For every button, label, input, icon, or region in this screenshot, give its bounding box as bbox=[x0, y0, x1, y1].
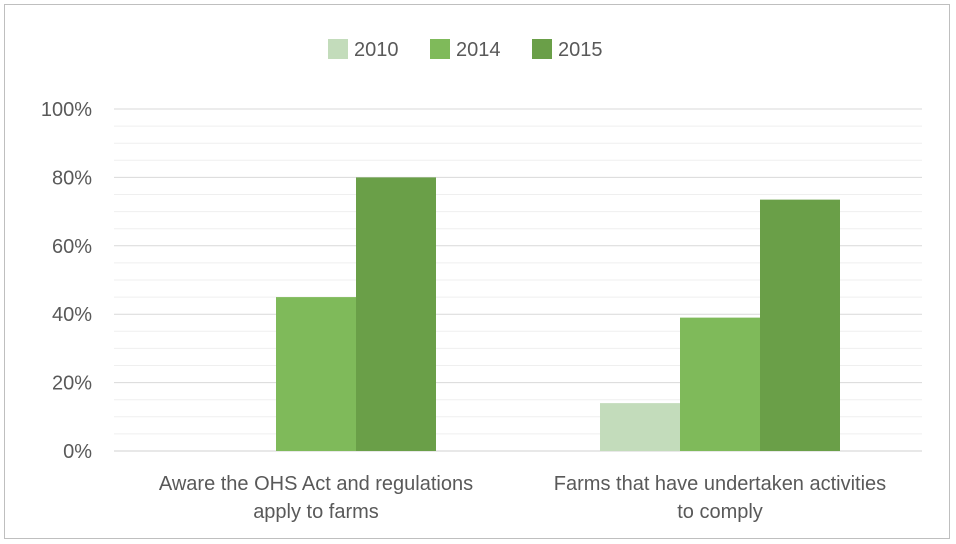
y-tick-label: 20% bbox=[52, 373, 92, 395]
x-category-label: to comply bbox=[677, 501, 763, 523]
x-category-label: Farms that have undertaken activities bbox=[554, 473, 886, 495]
legend: 2010 2014 2015 bbox=[328, 39, 603, 61]
x-category-label: apply to farms bbox=[253, 501, 379, 523]
y-tick-label: 100% bbox=[41, 99, 92, 121]
legend-label-2014: 2014 bbox=[456, 39, 501, 61]
legend-label-2015: 2015 bbox=[558, 39, 603, 61]
bar-2014-category-2 bbox=[680, 317, 760, 451]
legend-swatch-2015 bbox=[532, 39, 552, 59]
bar-2010-category-2 bbox=[600, 403, 680, 451]
legend-swatch-2010 bbox=[328, 39, 348, 59]
bars bbox=[276, 177, 840, 451]
chart-frame: 0% 20% 40% 60% 80% 100% Aware the OHS Act and… bbox=[4, 4, 950, 539]
minor-gridlines bbox=[114, 125, 922, 435]
bar-2015-category-2 bbox=[760, 199, 840, 451]
bar-chart: 0% 20% 40% 60% 80% 100% Aware the OHS Act and… bbox=[41, 39, 922, 523]
y-tick-label: 80% bbox=[52, 167, 92, 189]
bar-2015-category-1 bbox=[356, 177, 436, 451]
y-axis-tick-labels: 0% 20% 40% 60% 80% 100% bbox=[41, 99, 92, 463]
x-category-label: Aware the OHS Act and regulations bbox=[159, 473, 473, 495]
legend-swatch-2014 bbox=[430, 39, 450, 59]
y-tick-label: 0% bbox=[63, 441, 92, 463]
legend-label-2010: 2010 bbox=[354, 39, 399, 61]
bar-2014-category-1 bbox=[276, 297, 356, 451]
y-tick-label: 60% bbox=[52, 236, 92, 258]
x-axis-category-labels: Aware the OHS Act and regulations apply t… bbox=[159, 473, 886, 523]
y-tick-label: 40% bbox=[52, 304, 92, 326]
